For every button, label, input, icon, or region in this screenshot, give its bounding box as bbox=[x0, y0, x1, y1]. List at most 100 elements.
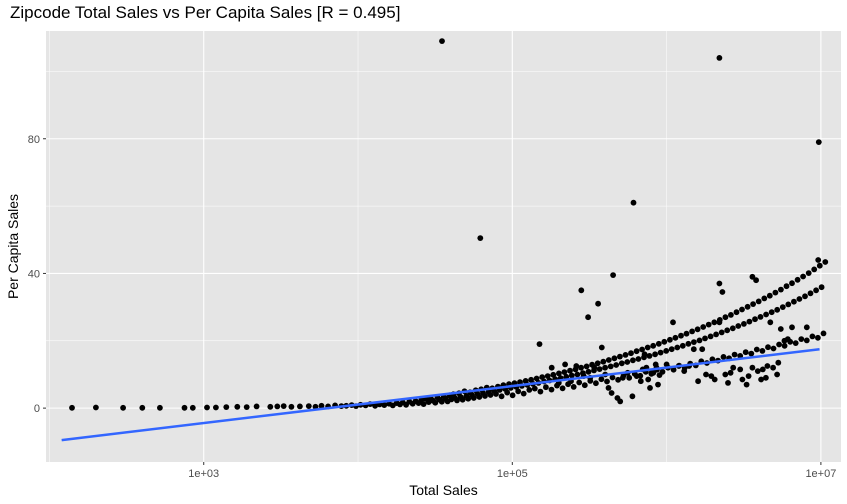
data-point bbox=[725, 380, 731, 386]
data-point bbox=[702, 335, 708, 342]
data-point bbox=[607, 363, 614, 370]
data-point bbox=[213, 404, 219, 411]
data-point bbox=[598, 344, 605, 351]
data-point bbox=[792, 340, 799, 346]
data-point bbox=[730, 364, 737, 371]
data-point bbox=[753, 346, 760, 353]
data-point bbox=[650, 369, 657, 376]
y-axis-ticks: 0 40 80 bbox=[28, 134, 46, 415]
data-point bbox=[696, 337, 703, 344]
data-point bbox=[568, 372, 575, 379]
data-point bbox=[683, 330, 690, 337]
data-point bbox=[758, 376, 764, 383]
data-point bbox=[234, 403, 241, 410]
data-point bbox=[681, 368, 688, 374]
data-point bbox=[465, 395, 472, 402]
data-point bbox=[661, 338, 668, 345]
x-axis-title: Total Sales bbox=[409, 482, 477, 498]
data-point bbox=[744, 303, 751, 310]
data-point bbox=[699, 346, 706, 353]
data-point bbox=[703, 371, 709, 378]
data-point bbox=[598, 376, 605, 383]
data-point bbox=[630, 199, 637, 206]
data-point bbox=[719, 289, 726, 295]
data-point bbox=[594, 360, 601, 367]
data-point bbox=[690, 346, 697, 353]
data-point bbox=[615, 376, 621, 383]
data-point bbox=[759, 348, 766, 354]
data-point bbox=[800, 273, 806, 280]
data-point bbox=[635, 356, 642, 362]
data-point bbox=[562, 361, 568, 368]
data-point bbox=[770, 364, 776, 371]
data-point bbox=[539, 374, 546, 380]
data-point bbox=[763, 374, 769, 381]
data-point bbox=[533, 375, 540, 382]
data-point bbox=[746, 318, 753, 325]
data-point bbox=[544, 373, 551, 379]
data-point bbox=[288, 403, 295, 410]
data-point bbox=[509, 392, 516, 399]
data-point bbox=[578, 287, 585, 294]
data-point bbox=[750, 301, 756, 307]
data-point bbox=[646, 353, 653, 359]
data-point bbox=[796, 296, 803, 302]
data-point bbox=[626, 374, 633, 381]
y-axis-title: Per Capita Sales bbox=[5, 194, 21, 299]
data-point bbox=[297, 403, 303, 410]
data-point bbox=[537, 388, 544, 395]
data-point bbox=[596, 366, 603, 372]
data-point bbox=[561, 369, 568, 375]
chart-title: Zipcode Total Sales vs Per Capita Sales … bbox=[10, 3, 401, 22]
data-point bbox=[805, 270, 812, 276]
data-point bbox=[728, 312, 734, 318]
data-point bbox=[470, 395, 477, 401]
data-point bbox=[181, 404, 188, 411]
data-point bbox=[574, 371, 581, 378]
data-point bbox=[548, 364, 555, 371]
data-point bbox=[816, 262, 823, 269]
data-point bbox=[803, 324, 810, 331]
data-point bbox=[716, 280, 723, 287]
data-point bbox=[724, 327, 731, 334]
data-point bbox=[243, 404, 250, 410]
data-point bbox=[663, 348, 670, 354]
data-point bbox=[585, 314, 591, 321]
data-point bbox=[785, 301, 792, 308]
data-point bbox=[381, 402, 388, 408]
x-tick-label: 1e+03 bbox=[188, 468, 219, 480]
data-point bbox=[700, 324, 707, 330]
data-point bbox=[593, 380, 599, 387]
data-point bbox=[776, 341, 782, 348]
data-point bbox=[815, 139, 822, 146]
data-point bbox=[420, 401, 427, 407]
data-point bbox=[487, 392, 494, 398]
data-point bbox=[93, 404, 99, 411]
data-point bbox=[767, 319, 774, 326]
data-point bbox=[482, 393, 488, 399]
data-point bbox=[802, 293, 808, 300]
data-point bbox=[573, 363, 580, 369]
data-point bbox=[605, 385, 612, 391]
data-point bbox=[722, 314, 729, 321]
data-point bbox=[754, 368, 761, 374]
data-point bbox=[672, 334, 679, 341]
data-point bbox=[711, 319, 718, 326]
data-point bbox=[678, 332, 684, 339]
data-point bbox=[815, 257, 822, 263]
data-point bbox=[770, 345, 777, 352]
data-point bbox=[274, 403, 281, 410]
data-point bbox=[766, 292, 773, 299]
data-point bbox=[639, 346, 645, 353]
data-point bbox=[581, 382, 588, 389]
data-point bbox=[585, 368, 592, 375]
data-point bbox=[670, 366, 677, 373]
y-tick-label: 80 bbox=[28, 134, 40, 146]
y-tick-label: 0 bbox=[34, 403, 40, 415]
data-point bbox=[267, 403, 274, 410]
data-point bbox=[655, 381, 661, 388]
data-point bbox=[504, 389, 511, 396]
data-point bbox=[120, 404, 126, 411]
data-point bbox=[772, 289, 779, 296]
